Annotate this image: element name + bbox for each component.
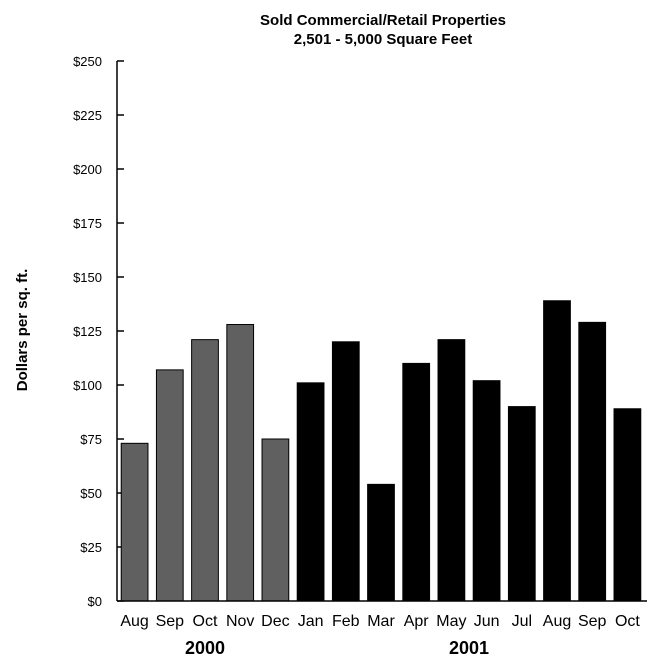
bar xyxy=(296,382,325,602)
bar xyxy=(472,380,501,602)
bar xyxy=(155,369,184,602)
x-tick-label: Dec xyxy=(261,613,289,630)
bar xyxy=(261,438,290,602)
bar xyxy=(613,408,642,602)
x-axis: Aug Sep Oct Nov Dec Jan Feb Mar Apr May Jun Jul Aug S… xyxy=(117,600,647,630)
y-axis-label: Dollars per sq. ft. xyxy=(14,269,31,392)
bar xyxy=(437,339,466,602)
y-tick-label: $200 xyxy=(73,162,102,177)
x-tick-label: Aug xyxy=(543,613,571,630)
chart-title: Sold Commercial/Retail Properties xyxy=(260,12,506,29)
x-tick-label: May xyxy=(436,613,466,630)
y-tick-label: $125 xyxy=(73,324,102,339)
y-axis: $0 $25 $50 $75 $100 $125 $150 $175 $200 $225 $250 xyxy=(73,54,124,609)
y-tick-label: $25 xyxy=(80,540,102,555)
bar xyxy=(543,300,571,602)
bar xyxy=(402,362,431,602)
x-tick-label: Feb xyxy=(332,613,360,630)
bar xyxy=(120,442,149,602)
x-tick-label: Oct xyxy=(615,613,640,630)
bar xyxy=(191,339,219,602)
year-groups: 2000 2001 xyxy=(185,638,489,658)
bar xyxy=(331,341,360,602)
x-tick-label: Apr xyxy=(404,613,430,630)
bars xyxy=(120,300,642,602)
y-tick-label: $150 xyxy=(73,270,102,285)
year-group-label: 2000 xyxy=(185,638,225,658)
x-tick-label: Sep xyxy=(578,613,607,630)
year-group-label: 2001 xyxy=(449,638,489,658)
x-tick-label: Oct xyxy=(193,613,218,630)
x-tick-label: Nov xyxy=(226,613,254,630)
y-tick-label: $175 xyxy=(73,216,102,231)
x-tick-label: Sep xyxy=(156,613,185,630)
y-tick-label: $250 xyxy=(73,54,102,69)
bar xyxy=(226,324,255,602)
x-tick-label: Jan xyxy=(298,613,324,630)
y-tick-label: $0 xyxy=(88,594,102,609)
x-tick-label: Aug xyxy=(120,613,148,630)
bar xyxy=(367,483,395,602)
x-tick-label: Jul xyxy=(512,613,532,630)
x-tick-label: Mar xyxy=(367,613,395,630)
x-tick-label: Jun xyxy=(474,613,500,630)
bar xyxy=(507,406,536,602)
y-tick-label: $75 xyxy=(80,432,102,447)
y-tick-label: $50 xyxy=(80,486,102,501)
y-tick-label: $225 xyxy=(73,108,102,123)
y-tick-label: $100 xyxy=(73,378,102,393)
bar xyxy=(578,321,607,602)
chart-subtitle: 2,501 - 5,000 Square Feet xyxy=(294,31,472,48)
